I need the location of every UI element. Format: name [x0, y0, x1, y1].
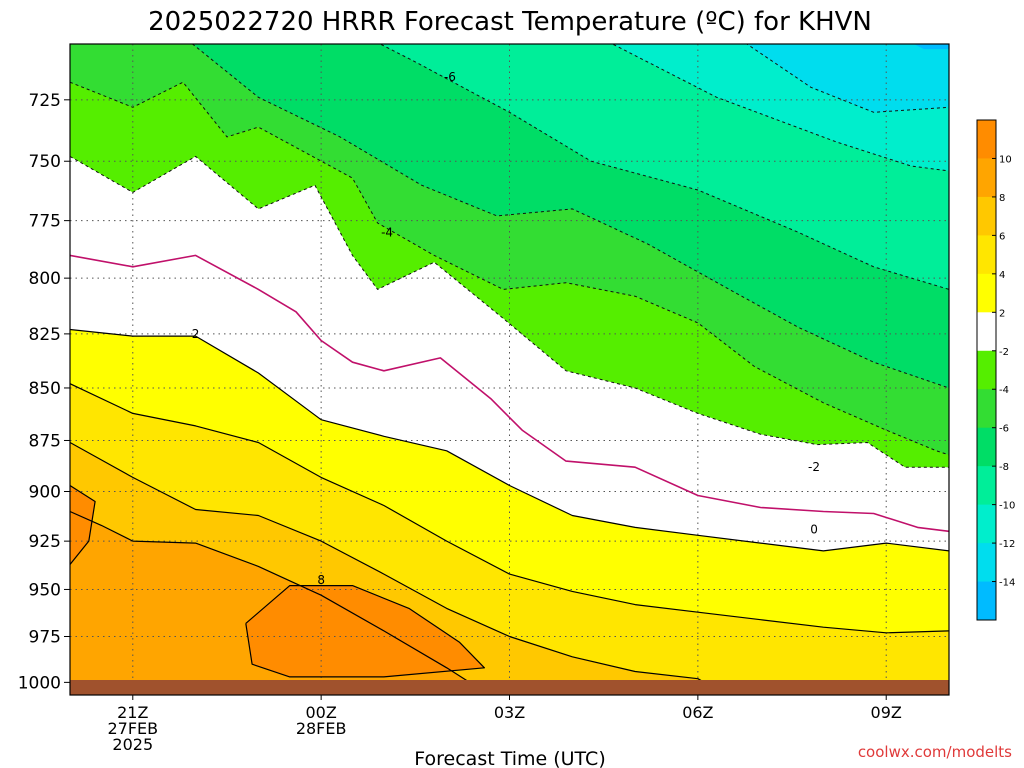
x-tick-label-27-0: 03Z — [494, 703, 525, 722]
x-axis-label: Forecast Time (UTC) — [414, 748, 605, 768]
contour-label-1: -4 — [381, 225, 393, 239]
ground-surface — [70, 680, 949, 695]
colorbar-label-4: 2 — [999, 308, 1005, 319]
y-tick-label-875: 875 — [29, 431, 61, 451]
colorbar-legend: 10 8 6 4 2 -2 -4 -6 -8 -10 -12 -14 — [976, 119, 1015, 621]
colorbar-swatch-6 — [977, 350, 996, 390]
contour-labels: -6 -4 2 -2 0 8 — [192, 70, 820, 587]
colorbar-swatch-12 — [977, 581, 996, 621]
region-tm14-6 — [746, 44, 949, 113]
x-tick-label-30-0: 06Z — [682, 703, 713, 722]
contour-label-4: 0 — [810, 522, 818, 536]
x-tick-label-21-1: 27FEB — [107, 719, 158, 738]
contour-label-5: 8 — [317, 573, 325, 587]
colorbar-swatch-3 — [977, 235, 996, 275]
contour-line-3 — [191, 44, 949, 389]
contour-lines — [70, 44, 949, 691]
y-tick-label-900: 900 — [29, 483, 61, 503]
y-tick-label-800: 800 — [29, 269, 61, 289]
contour-line-11 — [245, 584, 485, 678]
colorbar-label-5: -2 — [999, 347, 1009, 358]
contour-label-2: 2 — [192, 327, 200, 341]
y-tick-label-850: 850 — [29, 379, 61, 399]
temperature-fill-layers — [70, 44, 949, 695]
colorbar-label-7: -6 — [999, 424, 1009, 435]
colorbar-swatch-9 — [977, 466, 996, 506]
colorbar-label-0: 10 — [999, 154, 1012, 165]
x-tick-label-21-0: 21Z — [117, 703, 148, 722]
colorbar-label-8: -8 — [999, 462, 1009, 473]
contour-line-0 — [70, 254, 949, 533]
y-tick-label-950: 950 — [29, 580, 61, 600]
colorbar-label-10: -12 — [999, 539, 1015, 550]
colorbar-swatch-11 — [977, 543, 996, 583]
colorbar-label-11: -14 — [999, 578, 1015, 589]
colorbar-swatch-1 — [977, 158, 996, 198]
x-tick-label-21-2: 2025 — [112, 735, 153, 754]
contour-label-3: -2 — [808, 460, 820, 474]
y-tick-label-775: 775 — [29, 212, 61, 232]
colorbar-label-9: -10 — [999, 501, 1015, 512]
x-tick-label-24-1: 28FEB — [296, 719, 347, 738]
contour-line-12 — [70, 484, 96, 565]
region-tm16-7 — [913, 44, 949, 50]
contour-line-4 — [379, 44, 949, 290]
region-t10-13 — [70, 485, 96, 565]
contour-line-9 — [70, 441, 718, 691]
colorbar-swatch-7 — [977, 389, 996, 429]
y-tick-label-925: 925 — [29, 532, 61, 552]
colorbar-label-2: 6 — [999, 231, 1005, 242]
colorbar-label-6: -4 — [999, 385, 1009, 396]
contour-line-7 — [70, 328, 949, 552]
y-tick-label-750: 750 — [29, 152, 61, 172]
colorbar-frame — [976, 119, 997, 621]
colorbar-swatch-10 — [977, 504, 996, 544]
credit-link[interactable]: coolwx.com/modelts — [858, 743, 1012, 761]
chart-title: 2025022720 HRRR Forecast Temperature (ºC… — [148, 7, 872, 37]
y-tick-label-975: 975 — [29, 628, 61, 648]
colorbar-swatch-8 — [977, 427, 996, 467]
plot-area: -6 -4 2 -2 0 8 — [69, 43, 950, 696]
y-tick-label-1000: 1000 — [18, 673, 61, 693]
colorbar-swatch-4 — [977, 273, 996, 313]
contour-line-1 — [70, 81, 949, 456]
x-tick-label-24-0: 00Z — [305, 703, 336, 722]
contour-line-8 — [70, 383, 949, 634]
contour-label-0: -6 — [444, 70, 456, 84]
y-tick-label-825: 825 — [29, 325, 61, 345]
contour-line-10 — [70, 510, 479, 689]
colorbar-swatch-5 — [977, 312, 996, 352]
colorbar-label-3: 4 — [999, 270, 1005, 281]
y-tick-label-725: 725 — [29, 91, 61, 111]
colorbar-label-1: 8 — [999, 193, 1005, 204]
y-axis: 725 750 775 800 825 850 875 900 925 950 975 1000 — [18, 91, 70, 693]
x-axis: 21Z27FEB202500Z28FEB03Z06Z09Z12Z — [107, 695, 902, 754]
grid-lines — [70, 44, 949, 695]
colorbar-swatch-2 — [977, 196, 996, 236]
region-t10-12 — [245, 585, 485, 677]
contour-line-2 — [70, 155, 949, 468]
colorbar-swatch-0 — [977, 120, 996, 159]
x-tick-label-33-0: 09Z — [871, 703, 902, 722]
